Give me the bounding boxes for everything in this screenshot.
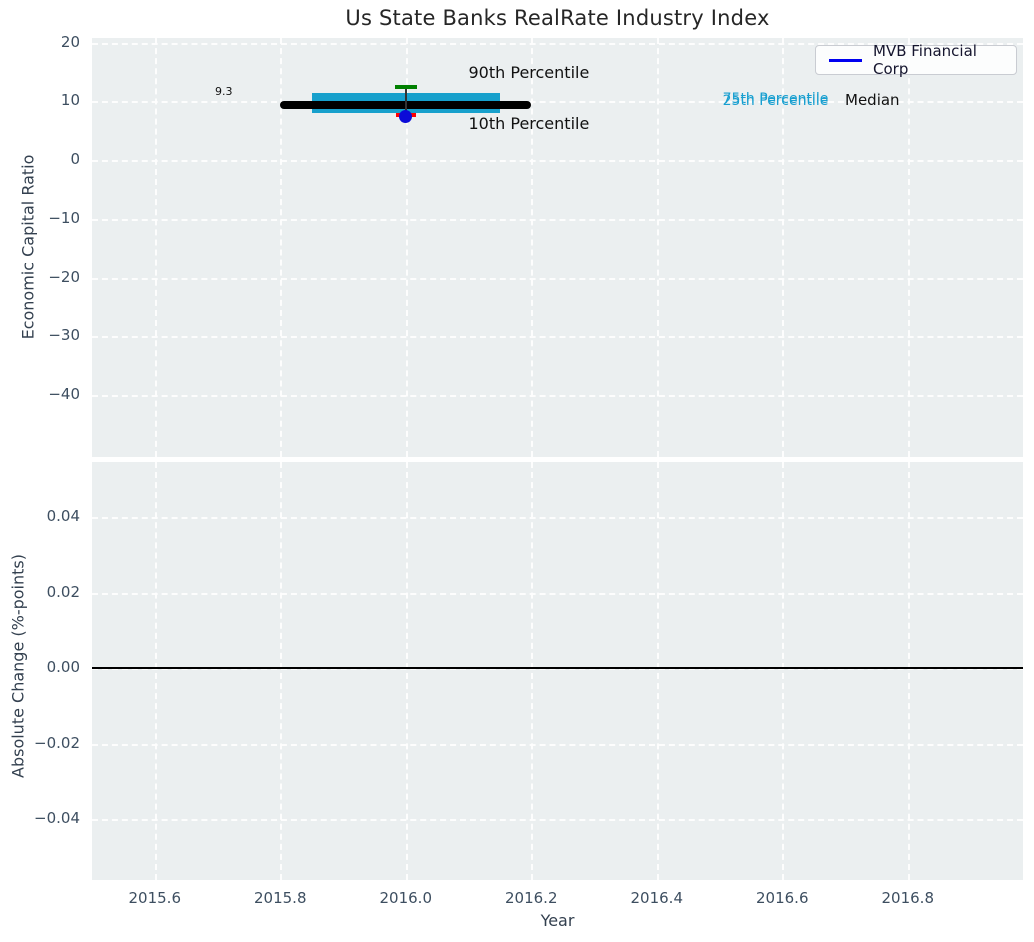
gridline-vertical — [782, 38, 785, 457]
top-y-tick-label: 10 — [60, 91, 80, 110]
x-tick-label: 2015.8 — [254, 889, 307, 907]
top-y-tick-label: −40 — [48, 385, 80, 403]
gridline-vertical — [280, 462, 283, 880]
bottom-y-tick-label: −0.04 — [34, 809, 80, 827]
x-tick-label: 2016.4 — [630, 889, 684, 907]
top-y-tick-label: −30 — [48, 326, 80, 345]
legend-line-swatch — [829, 58, 862, 62]
gridline-horizontal — [92, 160, 1023, 162]
gridline-vertical — [154, 38, 157, 457]
legend[interactable]: MVB Financial Corp — [815, 42, 1017, 78]
x-tick-label: 2016.8 — [881, 889, 935, 907]
legend-label: MVB Financial Corp — [873, 42, 977, 78]
annotation: 9.3 — [215, 84, 233, 98]
gridline-horizontal — [92, 101, 1023, 104]
zero-line — [92, 667, 1023, 669]
x-tick-label: 2015.6 — [128, 889, 182, 907]
bottom-axes — [92, 462, 1023, 880]
annotation: 25th Percentile — [722, 93, 829, 110]
p90-cap — [394, 85, 417, 89]
gridline-horizontal — [92, 336, 1023, 339]
gridline-vertical — [907, 38, 910, 457]
gridline-vertical — [531, 38, 534, 457]
x-tick-label: 2016.2 — [505, 889, 558, 907]
x-tick-label: 2016.6 — [756, 889, 809, 907]
gridline-horizontal — [92, 517, 1023, 519]
gridline-horizontal — [92, 743, 1023, 746]
x-tick-label: 2016.0 — [379, 889, 433, 907]
annotation: 10th Percentile — [468, 113, 590, 133]
x-axis-label: Year — [540, 911, 575, 930]
gridline-vertical — [531, 462, 534, 880]
gridline-vertical — [405, 462, 408, 880]
gridline-vertical — [154, 462, 157, 880]
gridline-vertical — [656, 462, 659, 880]
gridline-horizontal — [92, 42, 1023, 45]
gridline-horizontal — [92, 277, 1023, 280]
company-point — [399, 110, 413, 124]
bottom-y-tick-label: 0.04 — [46, 507, 80, 525]
gridline-horizontal — [92, 218, 1023, 221]
gridline-horizontal — [92, 668, 1023, 670]
gridline-horizontal — [92, 819, 1023, 821]
gridline-horizontal — [92, 395, 1023, 397]
gridline-vertical — [907, 462, 910, 880]
whisker-line — [405, 87, 407, 115]
annotation: Median — [845, 91, 900, 110]
chart-title: Us State Banks RealRate Industry Index — [345, 6, 770, 30]
gridline-vertical — [782, 462, 785, 880]
gridline-vertical — [656, 38, 659, 457]
top-y-tick-label: −20 — [48, 267, 80, 286]
bottom-y-tick-label: −0.02 — [34, 733, 80, 752]
top-y-tick-label: 20 — [60, 32, 80, 51]
bottom-y-tick-label: 0.02 — [46, 582, 80, 601]
annotation: 75th Percentile — [722, 90, 829, 107]
top-y-tick-label: 0 — [70, 150, 80, 168]
annotation: 90th Percentile — [468, 63, 590, 83]
gridline-vertical — [405, 38, 408, 457]
gridline-horizontal — [92, 592, 1023, 595]
bottom-y-tick-label: 0.00 — [46, 658, 80, 676]
top-axes: 9.3 90th Percentile 10th Percentile 75th Pe… — [92, 38, 1023, 457]
top-y-tick-label: −10 — [48, 208, 80, 227]
top-y-axis-label: Economic Capital Ratio — [18, 154, 38, 340]
gridline-vertical — [280, 38, 283, 457]
